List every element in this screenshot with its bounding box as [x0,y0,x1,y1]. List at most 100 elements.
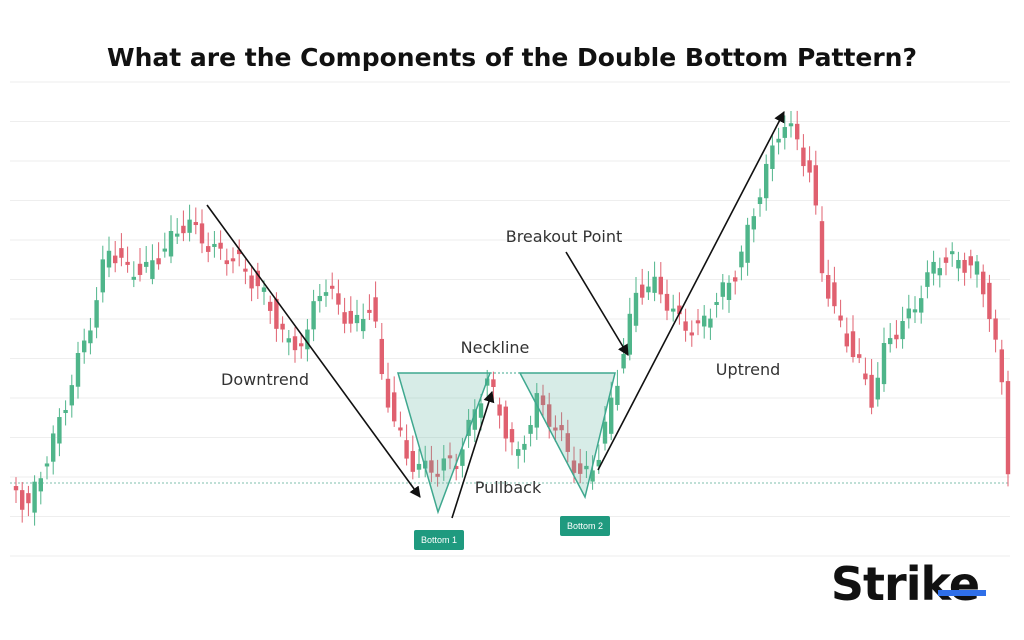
candle [348,310,353,324]
candle [379,338,384,375]
candle [894,334,899,340]
candle [255,270,260,287]
candle [881,343,887,385]
candle [181,225,186,234]
candle [131,276,136,280]
candle [627,313,632,355]
candle [342,312,347,324]
candle [621,354,626,369]
candle [912,309,918,313]
candle [689,332,694,336]
candle [212,243,217,247]
candle [299,343,304,347]
candle [869,374,874,408]
candle [466,419,471,436]
candle [857,354,862,358]
candle [63,410,68,414]
candle [404,440,409,459]
candle [559,425,564,431]
candle [615,385,620,405]
candle [602,421,608,444]
candle [819,221,825,274]
candle [776,138,781,143]
logo: Strike [831,557,979,611]
candle [150,260,155,279]
candle [175,233,180,237]
tag: Bottom 2 [567,521,603,531]
candle [664,293,670,311]
candle [398,427,403,431]
candle [106,250,112,268]
candle [571,460,577,473]
candle [770,145,775,169]
arrow [597,111,785,471]
candle [26,493,31,504]
candle [199,223,205,244]
candle [993,318,998,340]
candle [280,323,285,330]
candle [733,277,738,282]
candle [844,333,849,347]
label: Pullback [475,478,542,497]
candle [522,443,527,450]
candle [838,315,843,321]
candle [702,315,707,327]
candle [751,216,756,230]
candle [472,409,477,430]
candle [516,449,521,456]
grid [10,81,1010,557]
candle [94,300,99,328]
candle [193,222,198,226]
candle [69,385,74,406]
arrow [565,251,629,356]
candle [652,276,657,293]
candle [243,268,248,272]
candle [745,224,750,263]
tag-box [414,530,464,550]
candle [596,459,601,467]
candle [509,429,515,443]
candle [51,433,56,462]
candle [503,406,508,439]
candle [534,393,539,428]
candle [640,284,645,298]
candle [943,257,949,263]
candle [491,379,496,388]
candle [441,458,446,471]
candle [726,282,732,300]
candle [392,392,397,422]
logo-accent [938,590,986,596]
candle [292,336,298,351]
candle [218,242,223,249]
candle [311,301,316,330]
candle [925,272,930,287]
candle [708,318,713,328]
candle [305,329,310,350]
tag: Bottom 1 [421,535,457,545]
candle [38,478,43,492]
candle [683,321,688,331]
candle [82,340,87,353]
candle [156,258,161,265]
candle [937,268,942,276]
candle [410,451,415,472]
candle [931,261,936,274]
candle [906,308,911,319]
candle [237,249,242,255]
arrow [451,390,495,519]
candle [13,486,19,491]
candle [677,305,682,315]
candle [373,297,378,322]
candle [547,404,552,427]
candle [429,460,434,473]
candle [850,331,856,358]
candle [162,248,167,252]
candle [330,285,335,289]
candle [75,353,81,387]
candle [695,320,701,324]
candle [268,301,273,311]
candle [113,255,118,264]
candle [720,282,725,297]
candle [317,295,322,302]
candle [323,292,329,296]
